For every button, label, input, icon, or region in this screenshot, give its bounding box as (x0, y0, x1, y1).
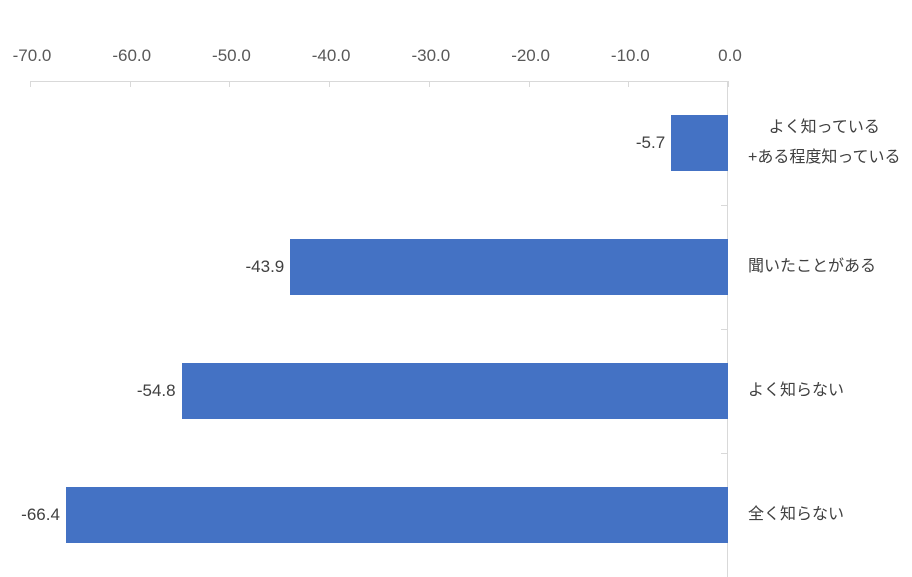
x-tick-label: -30.0 (411, 46, 451, 65)
value-label: -43.9 (245, 257, 285, 276)
x-tick-label: -70.0 (12, 46, 52, 65)
x-tick-label: -50.0 (212, 46, 251, 65)
x-tick-label: -10.0 (610, 46, 650, 65)
value-label: -54.8 (136, 381, 176, 400)
category-label-line: よく知っている (768, 119, 880, 136)
category-label: 聞いたことがある (748, 252, 876, 282)
category-label-line: +ある程度知っている (748, 149, 901, 166)
bar (181, 363, 728, 419)
x-tick-mark (628, 82, 630, 87)
x-axis-line (30, 81, 729, 82)
category-label: よく知らない (748, 376, 844, 406)
x-tick-mark (528, 82, 530, 87)
category-tick-mark (721, 453, 728, 454)
category-tick-mark (721, 329, 728, 330)
x-tick-label: 0.0 (718, 46, 742, 65)
bar (65, 487, 728, 543)
x-tick-label: -20.0 (511, 46, 550, 65)
x-tick-mark (428, 82, 430, 87)
x-tick-label: -40.0 (311, 46, 351, 65)
x-tick-mark (129, 82, 131, 87)
value-label: -66.4 (21, 505, 60, 524)
bar (671, 115, 728, 171)
category-label: 全く知らない (748, 500, 844, 530)
x-tick-mark (30, 82, 31, 87)
x-tick-mark (728, 82, 729, 87)
category-tick-mark (721, 205, 728, 206)
category-label: よく知っている +ある程度知っている (748, 113, 901, 173)
value-label: -5.7 (635, 133, 666, 152)
category-label-line: 聞いたことがある (748, 258, 877, 275)
x-tick-mark (229, 82, 231, 87)
bar (290, 239, 728, 295)
x-tick-label: -60.0 (112, 46, 152, 65)
x-tick-mark (329, 82, 331, 87)
category-label-line: よく知らない (748, 382, 845, 399)
category-label-line: 全く知らない (748, 506, 845, 523)
